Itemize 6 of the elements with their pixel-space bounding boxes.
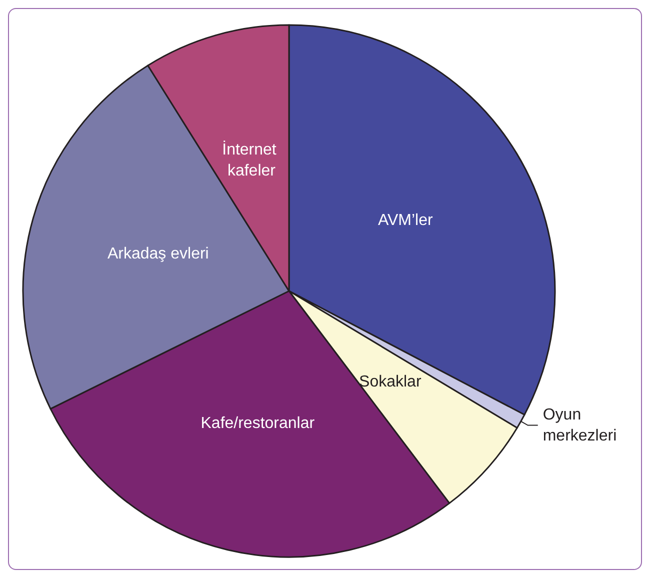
slice-label: Sokaklar [359,373,422,390]
slice-label: AVM’ler [378,212,434,230]
slice-label: Kafe/restoranlar [200,414,316,432]
slice-label: Arkadaş evleri [107,245,209,262]
slice-label: Oyun merkezleri [542,406,617,444]
slice-label: İnternet kafeler [222,140,281,180]
